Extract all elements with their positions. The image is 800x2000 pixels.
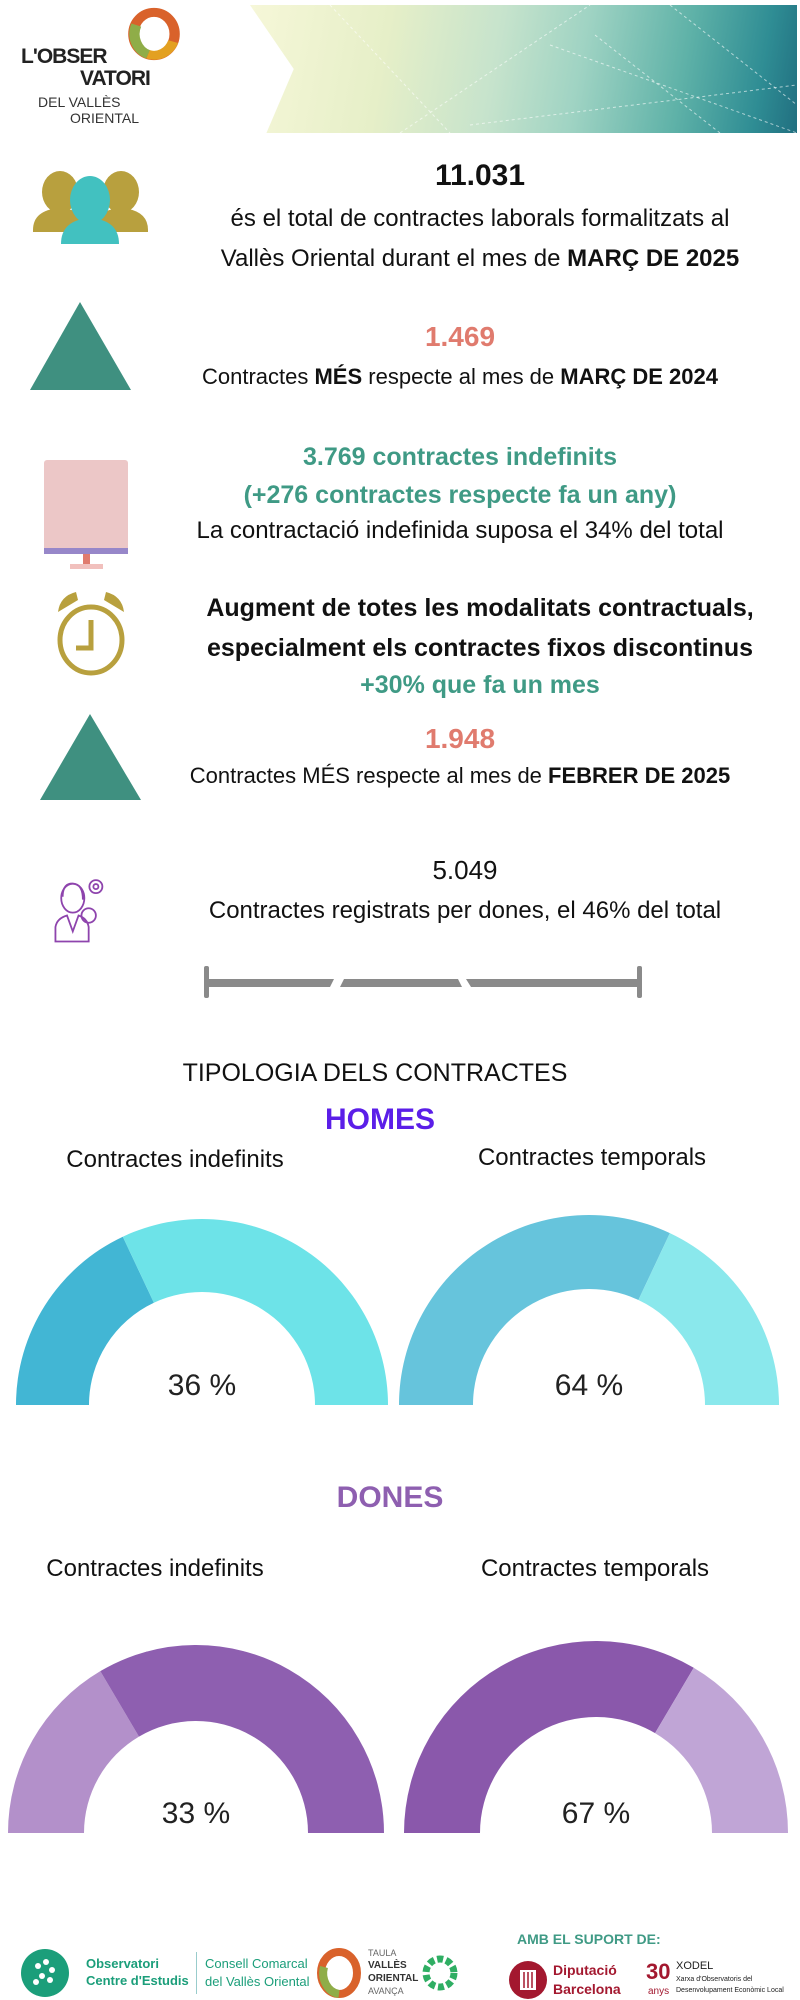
yoy-bold-mes: MÉS	[314, 364, 363, 389]
xodel-30: 30	[646, 1959, 671, 1984]
yoy-value: 1.469	[424, 321, 496, 352]
taula-valles-logo: TAULA VALLÈS ORIENTAL AVANÇA	[316, 1947, 466, 1999]
typology-title: TIPOLOGIA DELS CONTRACTES	[182, 1059, 568, 1087]
monitor-icon	[44, 460, 128, 569]
total-line-2: Vallès Oriental durant el mes de MARÇ DE…	[180, 244, 780, 274]
observatori-centre-line-2: Centre d'Estudis	[86, 1973, 189, 1988]
diputacio-line-1: Diputació	[553, 1962, 617, 1978]
observatori-logo: L'OBSER VATORI DEL VALLÈS ORIENTAL	[18, 0, 193, 130]
logo-line-1: L'OBSER	[21, 45, 108, 68]
banner-pattern	[329, 5, 797, 133]
modalities-line-1: Augment de totes les modalitats contract…	[206, 594, 754, 622]
women-heading: DONES	[336, 1481, 444, 1514]
women-gauge-1-rest-arc	[655, 1667, 788, 1833]
triangle-up-icon	[40, 714, 141, 800]
mom-block: 1.948 Contractes MÉS respecte al mes de …	[160, 722, 760, 791]
total-line-2-text: Vallès Oriental durant el mes de	[220, 245, 568, 272]
modalities-line-2: especialment els contractes fixos discon…	[206, 634, 754, 662]
header-banner	[250, 5, 797, 133]
observatori-centre-line-1: Observatori	[86, 1956, 159, 1971]
taula-line-2: VALLÈS	[368, 1960, 407, 1971]
xodel-logo: 30 anys XODEL Xarxa d'Observatoris del D…	[646, 1960, 800, 2000]
women-gauge-label-temporary: Contractes temporals	[480, 1555, 710, 1582]
indefinite-line-2: (+276 contractes respecte fa un any)	[243, 481, 677, 509]
women-gauge-1-value-arc	[404, 1641, 694, 1833]
woman-gears-icon	[54, 879, 104, 943]
xodel-line-1: Xarxa d'Observatoris del	[676, 1976, 753, 1983]
yoy-middle: respecte al mes de	[362, 364, 561, 389]
consell-comarcal-logo: Consell Comarcal del Vallès Oriental	[196, 1952, 310, 1994]
yoy-prefix: Contractes	[201, 364, 315, 389]
mom-value: 1.948	[424, 723, 496, 754]
gear-icon	[422, 1955, 458, 1991]
men-gauge-1-rest-arc	[638, 1233, 779, 1405]
logo-line-2: VATORI	[80, 67, 151, 90]
women-gauge-0-rest-arc	[100, 1645, 385, 1833]
yoy-text: Contractes MÉS respecte al mes de MARÇ D…	[160, 362, 760, 392]
men-gauge-0-rest-arc	[122, 1219, 388, 1405]
total-value: 11.031	[434, 159, 526, 192]
xodel-line-2: Desenvolupament Econòmic Local	[676, 1987, 784, 1994]
men-gauge-label-indefinite: Contractes indefinits	[66, 1146, 284, 1173]
observatori-centre-logo: Observatori Centre d'Estudis	[20, 1948, 195, 1998]
xodel-title: XODEL	[676, 1960, 714, 1972]
women-value: 5.049	[432, 855, 498, 885]
yoy-block: 1.469 Contractes MÉS respecte al mes de …	[160, 320, 760, 392]
men-gauge-1-percent: 64 %	[554, 1369, 624, 1402]
people-icon	[33, 171, 148, 244]
women-gauge-0-value-arc	[8, 1671, 139, 1833]
total-month: MARÇ DE 2025	[567, 245, 740, 272]
support-label: AMB EL SUPORT DE:	[517, 1931, 661, 1947]
mom-text: Contractes MÉS respecte al mes de FEBRER…	[160, 761, 760, 791]
diputacio-line-2: Barcelona	[553, 1981, 621, 1997]
women-gauge-0-percent: 33 %	[161, 1797, 231, 1830]
taula-ring-icon	[317, 1948, 361, 1998]
triangle-up-icon	[30, 302, 131, 390]
total-line-1: és el total de contractes laborals forma…	[230, 205, 730, 232]
women-block: 5.049 Contractes registrats per dones, e…	[150, 854, 780, 926]
men-gauge-1-value-arc	[399, 1215, 670, 1405]
women-text: Contractes registrats per dones, el 46% …	[208, 897, 722, 924]
logo-line-4: ORIENTAL	[70, 110, 139, 126]
women-gauge-1-percent: 67 %	[561, 1797, 631, 1830]
xodel-anys: anys	[648, 1986, 670, 1997]
taula-line-4: AVANÇA	[368, 1986, 404, 1996]
logo-line-3: DEL VALLÈS	[38, 94, 121, 110]
alarm-clock-icon	[57, 592, 125, 676]
mom-month: FEBRER DE 2025	[548, 763, 731, 788]
men-gauge-0-percent: 36 %	[167, 1369, 237, 1402]
divider-bar	[204, 966, 642, 998]
men-heading: HOMES	[324, 1103, 435, 1136]
women-gauge-label-indefinite: Contractes indefinits	[46, 1555, 264, 1582]
diputacio-barcelona-logo: Diputació Barcelona	[508, 1960, 638, 2000]
mom-prefix: Contractes MÉS respecte al mes de	[189, 763, 549, 788]
total-contracts-block: 11.031 és el total de contractes laboral…	[180, 158, 780, 274]
indefinite-line-1: 3.769 contractes indefinits	[302, 443, 617, 471]
men-gauge-label-temporary: Contractes temporals	[477, 1144, 707, 1171]
consell-line-2: del Vallès Oriental	[205, 1974, 310, 1989]
taula-line-3: ORIENTAL	[368, 1973, 419, 1984]
logo-ring-icon	[128, 7, 180, 61]
taula-line-1: TAULA	[368, 1948, 397, 1958]
men-gauge-0-value-arc	[16, 1236, 154, 1405]
modalities-line-3: +30% que fa un mes	[360, 671, 600, 699]
indefinite-line-3: La contractació indefinida suposa el 34%…	[196, 517, 724, 544]
indefinite-block: 3.769 contractes indefinits (+276 contra…	[140, 442, 780, 546]
diputacio-shield-icon	[509, 1961, 547, 1999]
modalities-block: Augment de totes les modalitats contract…	[160, 593, 800, 700]
observatori-centre-icon	[21, 1949, 69, 1997]
yoy-month: MARÇ DE 2024	[560, 364, 718, 389]
consell-line-1: Consell Comarcal	[205, 1956, 308, 1971]
